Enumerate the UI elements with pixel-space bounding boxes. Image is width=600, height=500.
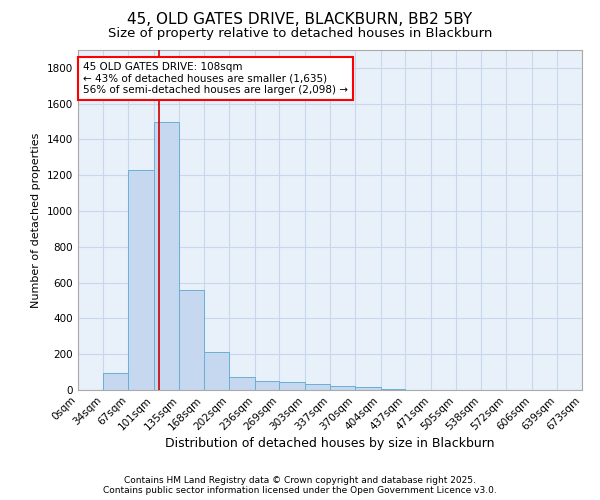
Bar (305, 384, 331, 390)
Text: Contains HM Land Registry data © Crown copyright and database right 2025.
Contai: Contains HM Land Registry data © Crown c… (103, 476, 497, 495)
Bar (380, 389, 405, 390)
Bar (229, 378, 255, 390)
X-axis label: Distribution of detached houses by size in Blackburn: Distribution of detached houses by size … (165, 438, 495, 450)
Bar (154, 122, 179, 390)
Bar (280, 382, 305, 390)
Bar (204, 352, 229, 390)
Bar (331, 386, 355, 390)
Text: Size of property relative to detached houses in Blackburn: Size of property relative to detached ho… (108, 28, 492, 40)
Y-axis label: Number of detached properties: Number of detached properties (31, 132, 41, 308)
Bar (355, 388, 380, 390)
Text: 45 OLD GATES DRIVE: 108sqm
← 43% of detached houses are smaller (1,635)
56% of s: 45 OLD GATES DRIVE: 108sqm ← 43% of deta… (83, 62, 348, 95)
Text: 45, OLD GATES DRIVE, BLACKBURN, BB2 5BY: 45, OLD GATES DRIVE, BLACKBURN, BB2 5BY (127, 12, 473, 28)
Bar (103, 373, 128, 390)
Bar (128, 170, 154, 390)
Bar (255, 381, 280, 390)
Bar (179, 290, 204, 390)
